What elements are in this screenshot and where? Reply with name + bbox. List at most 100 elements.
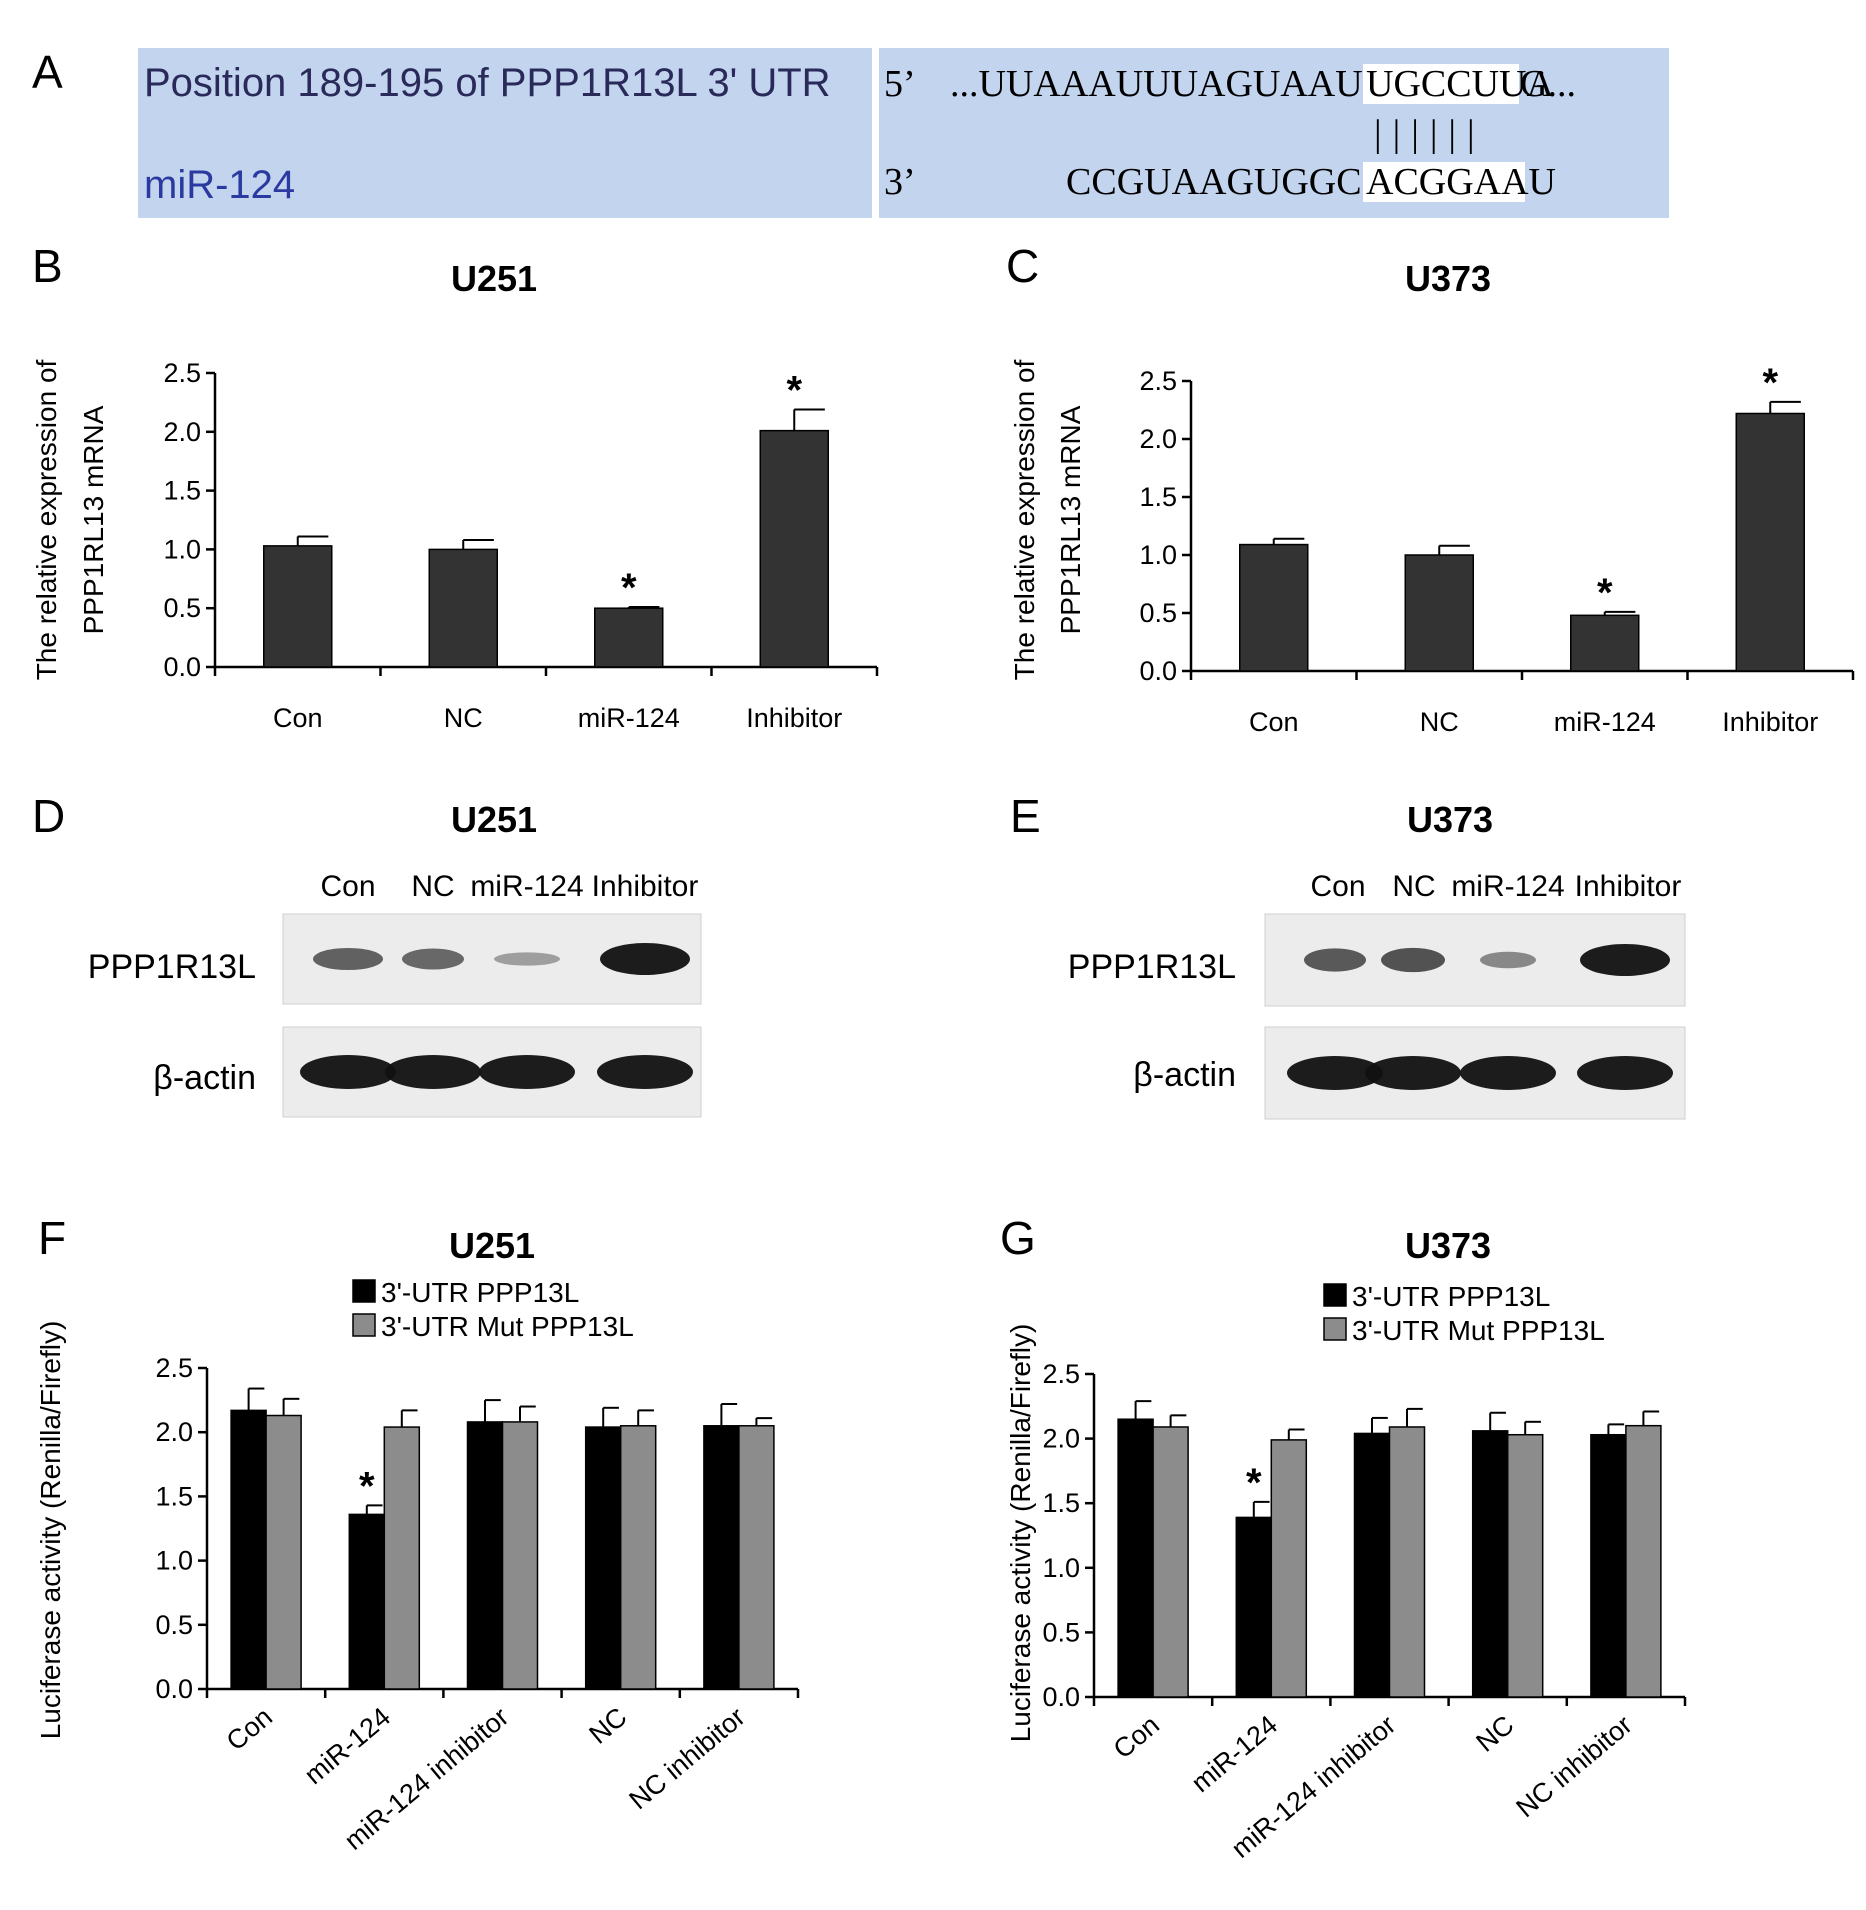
blot-band — [313, 947, 383, 971]
blot-d-title: U251 — [451, 799, 537, 840]
base-pairing: |||||| — [1374, 113, 1486, 155]
x-category-label: Inhibitor — [746, 703, 842, 733]
blot-band — [494, 952, 560, 966]
bar — [584, 1426, 622, 1690]
bar — [759, 429, 829, 668]
bar — [1404, 554, 1474, 672]
y-axis-label: PPP1RL13 mRNA — [78, 405, 109, 634]
y-tick-label: 2.0 — [1139, 424, 1177, 454]
three-prime-label: 3’ — [884, 161, 916, 203]
y-tick-label: 2.0 — [163, 417, 201, 447]
bar — [1625, 1424, 1662, 1698]
blot-row-label: β-actin — [153, 1059, 256, 1097]
bar — [594, 607, 664, 668]
bar — [1471, 1430, 1509, 1698]
blot-lane-label: Inhibitor — [1575, 870, 1682, 903]
bar — [1239, 543, 1309, 672]
blot-band — [597, 1055, 693, 1089]
y-tick-label: 2.5 — [1042, 1359, 1080, 1389]
utr-seed-sequence: UGCCUUA — [1366, 63, 1554, 105]
significance-star: * — [1246, 1461, 1262, 1505]
bar — [619, 1425, 657, 1690]
utr-sequence-suffix: G... — [1520, 63, 1576, 105]
y-tick-label: 0.5 — [155, 1610, 193, 1640]
x-category-label: Con — [273, 703, 323, 733]
panel-letter-e: E — [1010, 790, 1041, 842]
blot-band — [1460, 1056, 1556, 1090]
utr-label-box — [138, 48, 872, 218]
x-category-label: Con — [221, 1702, 278, 1757]
blot-row-label: β-actin — [1133, 1056, 1236, 1094]
bar — [738, 1425, 775, 1690]
significance-star: * — [359, 1464, 375, 1508]
y-tick-label: 1.5 — [163, 476, 201, 506]
y-tick-label: 0.5 — [163, 593, 201, 623]
y-tick-label: 1.5 — [1042, 1488, 1080, 1518]
panel-letter-a: A — [32, 46, 63, 98]
bar — [1590, 1433, 1627, 1698]
x-category-label: miR-124 — [299, 1702, 396, 1791]
y-axis-label: The relative expression of — [31, 359, 62, 680]
legend-entry: 3'-UTR Mut PPP13L — [381, 1311, 634, 1342]
y-tick-label: 2.5 — [1139, 366, 1177, 396]
chart-title: U251 — [451, 258, 537, 299]
bar — [466, 1421, 504, 1690]
bar — [265, 1414, 302, 1690]
chart-b-u251-mrna: U251 The relative expression of PPP1RL13 m… — [31, 258, 879, 733]
x-category-label: NC inhibitor — [1510, 1710, 1637, 1824]
blot-row-label: PPP1R13L — [88, 948, 256, 986]
legend-swatch — [1323, 1283, 1347, 1307]
blot-band — [300, 1055, 396, 1089]
chart-f-u251-luciferase: U251 Luciferase activity (Renilla/Firefly… — [35, 1225, 800, 1856]
blot-band — [1480, 951, 1536, 969]
y-axis-label: The relative expression of — [1009, 359, 1040, 680]
blot-lane-label: Con — [1310, 870, 1365, 903]
bar — [1388, 1426, 1426, 1698]
blot-band — [1365, 1056, 1461, 1090]
blot-lane-label: miR-124 — [470, 870, 583, 903]
x-category-label: Con — [1108, 1710, 1165, 1765]
blot-band — [1577, 1056, 1673, 1090]
y-tick-label: 0.5 — [1139, 598, 1177, 628]
significance-star: * — [621, 566, 637, 610]
bar — [1152, 1426, 1189, 1698]
x-category-label: NC — [444, 703, 483, 733]
significance-star: * — [1597, 571, 1613, 615]
panel-letter-c: C — [1006, 240, 1039, 292]
y-axis-label: Luciferase activity (Renilla/Firefly) — [1005, 1324, 1036, 1743]
x-category-label: miR-124 — [1186, 1710, 1283, 1799]
bar — [1353, 1432, 1391, 1698]
y-tick-label: 0.5 — [1042, 1617, 1080, 1647]
chart-title: U251 — [449, 1225, 535, 1266]
chart-c-u373-mrna: U373 The relative expression of PPP1RL13 m… — [1009, 258, 1855, 737]
panel-letter-b: B — [32, 240, 63, 292]
bar — [1117, 1418, 1154, 1698]
y-tick-label: 2.5 — [155, 1353, 193, 1383]
blot-row-label: PPP1R13L — [1068, 948, 1236, 986]
x-category-label: Con — [1249, 707, 1299, 737]
blot-band — [1287, 1056, 1383, 1090]
y-tick-label: 2.0 — [1042, 1424, 1080, 1454]
blot-band — [1580, 944, 1670, 976]
legend-swatch — [1323, 1317, 1347, 1341]
y-tick-label: 1.0 — [1042, 1553, 1080, 1583]
y-tick-label: 0.0 — [1042, 1682, 1080, 1712]
x-category-label: Inhibitor — [1722, 707, 1818, 737]
bar — [501, 1421, 539, 1690]
bar — [1270, 1439, 1308, 1698]
x-category-label: miR-124 — [1554, 707, 1656, 737]
legend-swatch — [352, 1279, 376, 1303]
utr-position-label: Position 189-195 of PPP1R13L 3' UTR — [144, 61, 831, 105]
blot-lane-label: NC — [411, 870, 454, 903]
y-axis-label: Luciferase activity (Renilla/Firefly) — [35, 1321, 66, 1740]
bar — [1570, 614, 1640, 672]
blot-band — [402, 948, 464, 970]
y-tick-label: 0.0 — [163, 652, 201, 682]
x-category-label: NC — [583, 1702, 632, 1750]
five-prime-label: 5’ — [884, 63, 916, 105]
panel-letter-g: G — [1000, 1212, 1036, 1264]
bar — [1235, 1516, 1273, 1698]
bar — [1506, 1433, 1544, 1698]
utr-sequence-prefix: ...UUAAAUUUAGUAAUC — [950, 63, 1388, 105]
blot-lane-label: Inhibitor — [592, 870, 699, 903]
